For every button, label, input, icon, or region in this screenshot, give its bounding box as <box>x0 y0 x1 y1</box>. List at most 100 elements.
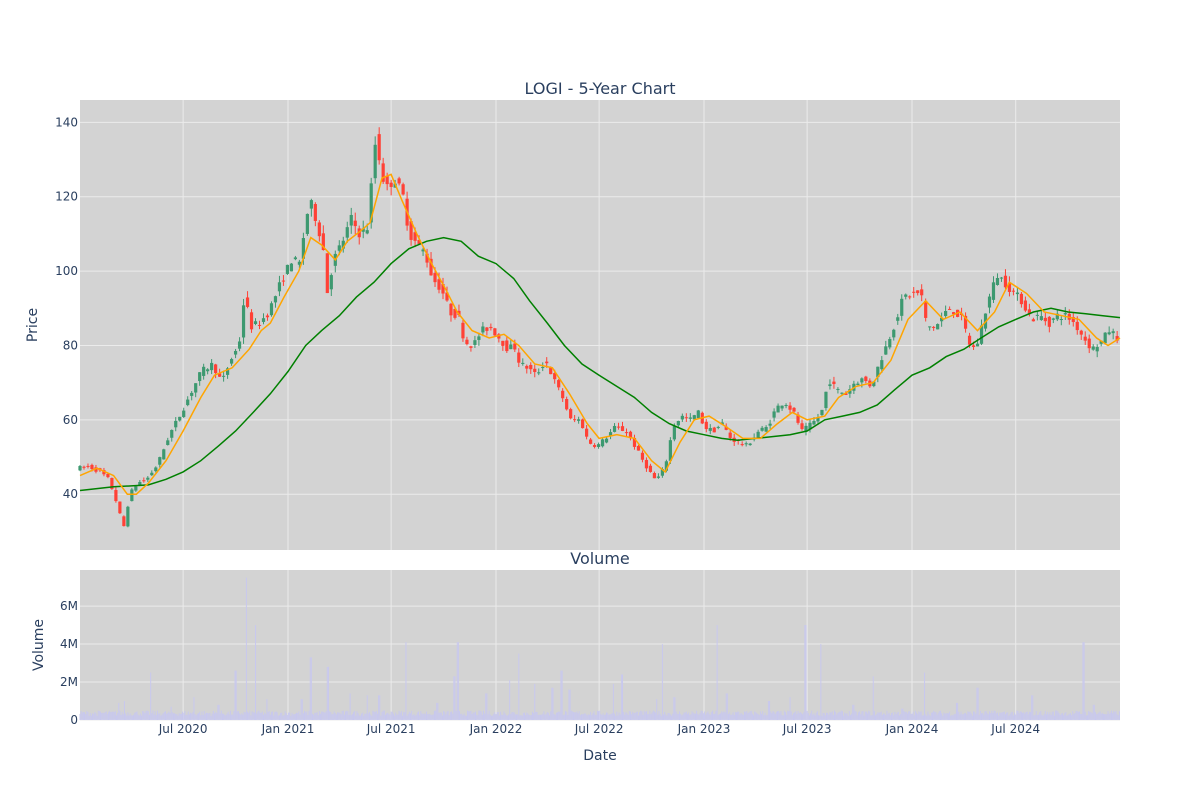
candle-down <box>257 324 262 326</box>
candle-down <box>94 467 98 472</box>
candle-down <box>628 431 633 439</box>
candle-up <box>182 410 186 417</box>
candle-up <box>134 486 138 491</box>
candle-up <box>261 318 266 322</box>
date-tick-label: Jul 2022 <box>574 722 624 736</box>
candle-up <box>337 245 341 251</box>
candle-up <box>577 419 581 421</box>
candle-up <box>369 183 373 223</box>
candle-down <box>401 184 405 195</box>
candle-up <box>233 350 238 355</box>
candle-up <box>880 360 884 370</box>
candle-down <box>110 477 114 489</box>
long-moving-average-line <box>79 236 1121 492</box>
candle-up <box>772 411 776 418</box>
price-grid <box>80 100 1120 550</box>
candle-up <box>668 440 672 461</box>
candle-down <box>788 405 792 410</box>
candle-down <box>409 221 413 240</box>
candle-up <box>1095 347 1099 352</box>
candle-down <box>585 428 589 437</box>
candle-up <box>896 317 900 321</box>
candle-down <box>102 470 106 475</box>
candle-down <box>82 466 86 468</box>
candle-up <box>836 388 840 390</box>
candle-up <box>186 399 190 406</box>
candle-up <box>373 144 377 179</box>
candle-up <box>345 227 349 238</box>
candle-down <box>1115 336 1119 341</box>
candle-down <box>967 335 972 345</box>
candle-up <box>361 228 365 232</box>
volume-tick-label: 2M <box>60 675 78 689</box>
candle-down <box>449 303 453 316</box>
date-tick-label: Jan 2024 <box>885 722 939 736</box>
candle-down <box>800 423 804 429</box>
volume-tick-label: 4M <box>60 637 78 651</box>
candle-up <box>804 425 808 432</box>
candle-up <box>1015 292 1020 295</box>
candle-up <box>716 426 720 428</box>
candle-down <box>640 452 645 460</box>
candle-up <box>596 444 601 447</box>
candle-down <box>712 427 716 433</box>
candle-up <box>78 466 82 471</box>
candle-down <box>557 380 561 388</box>
candle-down <box>1031 319 1035 322</box>
candle-up <box>225 368 230 375</box>
date-tick-label: Jul 2021 <box>366 722 416 736</box>
candle-up <box>273 296 278 303</box>
candle-down <box>437 279 441 290</box>
candle-down <box>916 290 920 294</box>
candle-up <box>848 389 852 394</box>
price-tick-label: 120 <box>55 190 78 204</box>
candle-down <box>632 437 637 447</box>
candle-down <box>529 364 533 370</box>
candle-down <box>249 312 254 330</box>
date-tick-label: Jul 2023 <box>782 722 832 736</box>
candle-down <box>1043 317 1047 322</box>
candle-down <box>569 409 573 419</box>
candle-down <box>321 233 325 251</box>
candle-down <box>90 464 94 470</box>
candle-down <box>1071 317 1075 323</box>
candle-up <box>521 362 525 364</box>
candle-down <box>497 334 501 339</box>
candle-up <box>708 428 712 431</box>
price-tick-label: 40 <box>63 487 78 501</box>
candle-down <box>142 480 146 482</box>
candle-down <box>493 328 497 336</box>
candle-down <box>549 367 553 375</box>
date-tick-label: Jul 2024 <box>990 722 1040 736</box>
candle-up <box>612 425 617 432</box>
candle-down <box>832 381 836 385</box>
candle-up <box>277 282 282 292</box>
candle-down <box>325 253 329 294</box>
candle-down <box>616 426 621 428</box>
candle-up <box>1103 332 1107 344</box>
candle-up <box>150 472 154 476</box>
candle-down <box>489 326 493 329</box>
candle-down <box>565 399 569 410</box>
candle-down <box>353 220 357 227</box>
candle-down <box>501 340 505 346</box>
candle-up <box>253 321 258 325</box>
candle-down <box>265 315 270 318</box>
candle-up <box>1059 319 1063 321</box>
candle-up <box>229 359 234 364</box>
candle-up <box>222 375 226 377</box>
volume-tick-labels: 0 2M 4M 6M <box>60 599 78 727</box>
candle-up <box>297 261 301 265</box>
candle-down <box>485 327 489 331</box>
candle-down <box>636 446 641 451</box>
candle-down <box>425 253 429 263</box>
candle-up <box>812 421 816 425</box>
candle-up <box>816 417 820 422</box>
candle-up <box>146 477 150 480</box>
candle-down <box>592 445 597 447</box>
date-tick-label: Jul 2020 <box>158 722 208 736</box>
candle-up <box>720 422 724 425</box>
candle-up <box>1063 313 1067 315</box>
candle-up <box>888 339 892 348</box>
price-tick-label: 100 <box>55 264 78 278</box>
